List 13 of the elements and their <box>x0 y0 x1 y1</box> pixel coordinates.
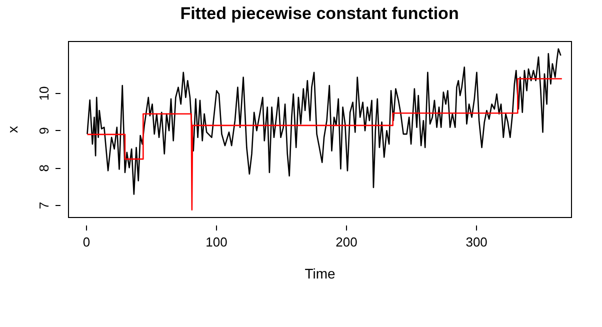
line-series <box>86 78 563 211</box>
x-tick-label: 200 <box>336 234 358 250</box>
x-tick-label: 0 <box>82 234 90 250</box>
y-axis-title: x <box>4 126 20 133</box>
line-series <box>86 48 562 195</box>
y-tick-label: 9 <box>36 127 52 134</box>
y-tick-label: 8 <box>36 164 52 172</box>
x-tick-label: 100 <box>206 234 228 250</box>
chart-title: Fitted piecewise constant function <box>180 4 459 23</box>
x-axis-title: Time <box>304 266 336 282</box>
x-tick-label: 300 <box>466 234 488 250</box>
y-tick-label: 7 <box>36 202 52 210</box>
y-tick-label: 10 <box>36 86 52 101</box>
